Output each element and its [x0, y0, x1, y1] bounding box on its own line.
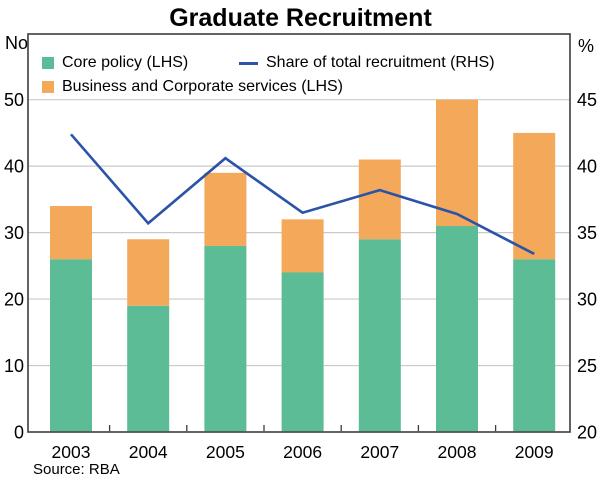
right-axis-unit-label: %: [578, 36, 595, 56]
left-axis-tick-label: 30: [4, 223, 24, 243]
left-axis-tick-label: 50: [4, 90, 24, 110]
bar-core-policy-2003: [50, 259, 92, 432]
share-line-swatch-icon: [239, 61, 258, 65]
core-policy-swatch-icon: [42, 57, 54, 69]
bar-business-services-2004: [127, 239, 170, 306]
bar-business-services-2003: [50, 206, 92, 260]
left-axis-tick-label: 40: [4, 157, 24, 177]
year-label: 2003: [52, 442, 91, 462]
year-label: 2008: [438, 442, 477, 462]
left-axis-unit-label: No: [4, 33, 28, 53]
right-axis-tick-label: 45: [577, 90, 597, 110]
share-of-recruitment-line: [70, 133, 535, 256]
legend-label-core-policy: Core policy (LHS): [62, 54, 189, 71]
source-note: Source: RBA: [33, 461, 120, 478]
right-axis-tick-label: 30: [577, 290, 597, 310]
bar-core-policy-2007: [358, 239, 401, 432]
legend-item-core-policy: Core policy (LHS): [42, 54, 188, 72]
left-axis-tick-label: 10: [4, 356, 24, 376]
plot-frame: [27, 33, 571, 433]
bar-business-services-2008: [436, 99, 478, 226]
bar-business-services-2009: [513, 132, 556, 260]
bar-core-policy-2009: [513, 259, 556, 432]
left-axis-tick-label: 0: [14, 423, 24, 443]
year-label: 2006: [283, 442, 322, 462]
legend-label-share-line: Share of total recruitment (RHS): [266, 54, 495, 71]
right-axis-tick-label: 20: [577, 423, 597, 443]
chart-title: Graduate Recruitment: [169, 4, 432, 32]
bar-business-services-2007: [358, 159, 401, 240]
year-label: 2007: [360, 442, 399, 462]
bar-core-policy-2008: [436, 225, 478, 432]
year-label: 2004: [129, 442, 168, 462]
bar-core-policy-2006: [281, 272, 324, 432]
bar-business-services-2006: [281, 219, 324, 273]
bar-core-policy-2005: [204, 245, 247, 432]
right-axis-tick-label: 35: [577, 223, 597, 243]
bar-core-policy-2004: [127, 305, 170, 432]
right-axis-tick-label: 25: [577, 356, 597, 376]
year-label: 2005: [206, 442, 245, 462]
left-axis-tick-label: 20: [4, 290, 24, 310]
year-label: 2009: [515, 442, 554, 462]
legend-item-business-services: Business and Corporate services (LHS): [42, 78, 343, 96]
right-axis-tick-label: 40: [577, 157, 597, 177]
bar-business-services-2005: [204, 172, 247, 246]
legend-item-share-line: Share of total recruitment (RHS): [239, 54, 495, 72]
business-services-swatch-icon: [42, 81, 54, 93]
legend-label-business-services: Business and Corporate services (LHS): [62, 78, 344, 95]
